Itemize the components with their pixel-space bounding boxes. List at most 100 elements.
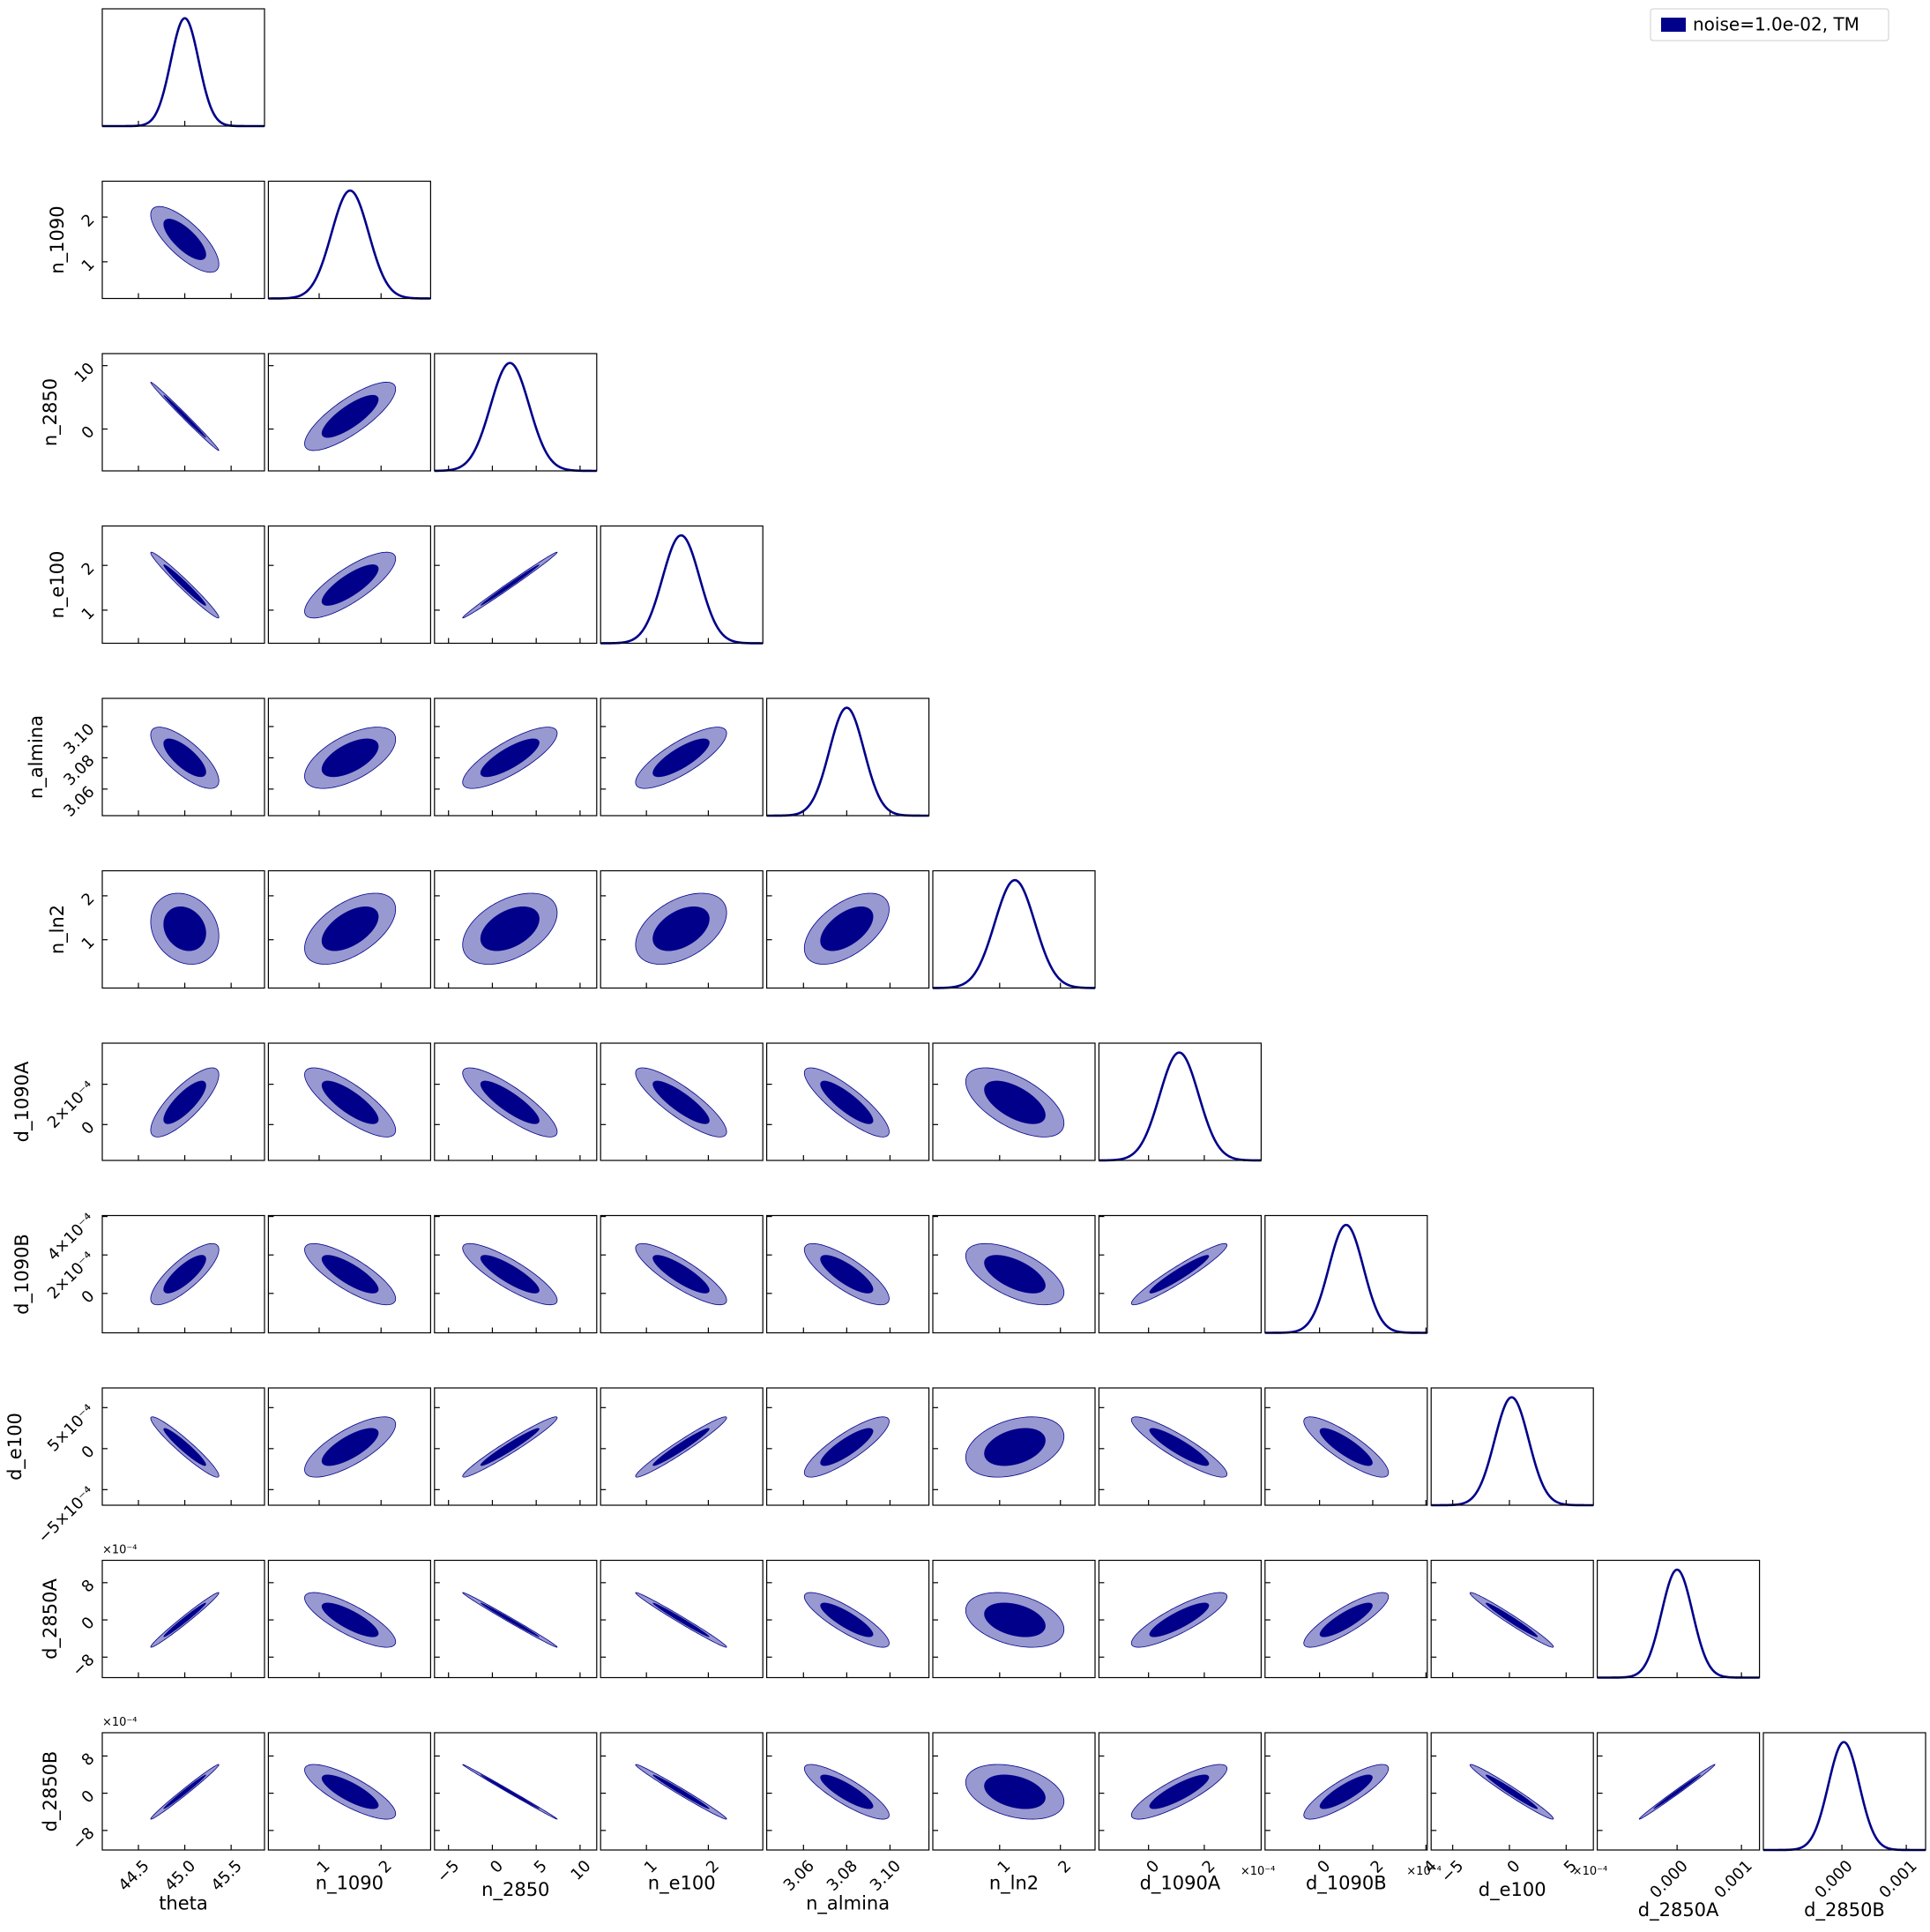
contour-inner	[652, 1774, 710, 1809]
panel-frame	[600, 697, 764, 817]
panel-frame	[101, 1732, 265, 1851]
panel-frame	[267, 869, 431, 989]
y-tick-label: 1	[78, 933, 99, 953]
contour-inner	[321, 906, 379, 951]
y-tick-label: 0	[78, 422, 99, 443]
x-tick-label: 3.10	[867, 1857, 905, 1895]
panel-frame	[1264, 1214, 1428, 1334]
marginal-curve	[1431, 1396, 1594, 1507]
contour-inner	[1149, 1602, 1210, 1637]
panel-frame	[267, 180, 431, 300]
x-offset-label: ×10⁻⁴	[1241, 1865, 1276, 1878]
y-tick-label: 10	[71, 359, 98, 386]
y-axis-label: n_ln2	[47, 905, 69, 954]
marginal-curve	[1099, 1051, 1262, 1162]
y-tick-label: 0	[78, 1287, 99, 1307]
panel-frame	[101, 697, 265, 817]
panel-frame	[1098, 1559, 1263, 1679]
x-axis-label: n_ln2	[989, 1873, 1039, 1895]
panel-frame	[434, 1732, 598, 1851]
y-tick-label: 3.08	[60, 751, 98, 789]
contour-inner	[984, 1428, 1046, 1466]
marginal-curve	[1597, 1568, 1760, 1679]
panel-frame	[267, 1732, 431, 1851]
x-tick-label: 0	[1504, 1857, 1524, 1877]
panel-frame	[600, 1042, 764, 1161]
panel-frame	[1430, 1732, 1594, 1851]
contour-inner	[163, 219, 206, 260]
marginal-curve	[268, 189, 431, 300]
panel-frame	[600, 1732, 764, 1851]
contour-inner	[321, 394, 379, 438]
panel-frame	[1430, 1387, 1594, 1506]
contour-inner	[163, 1428, 206, 1466]
contour-inner	[163, 564, 206, 606]
y-axis-label: n_almina	[26, 715, 48, 799]
y-tick-label: 0	[78, 1787, 99, 1807]
contour-inner	[652, 1080, 710, 1124]
contour-inner	[480, 1428, 540, 1466]
y-tick-label: 0	[78, 1118, 99, 1138]
marginal-curve	[434, 362, 597, 473]
x-axis-label: d_e100	[1479, 1879, 1546, 1901]
panel-frame	[267, 525, 431, 645]
panel-frame	[1596, 1559, 1761, 1679]
x-offset-label: ×10⁻⁴	[1406, 1865, 1442, 1878]
x-tick-label: 3.08	[823, 1857, 861, 1895]
panel-frame	[1098, 1042, 1263, 1161]
y-axis-label: d_2850A	[40, 1578, 62, 1660]
panel-frame	[1264, 1387, 1428, 1506]
panel-frame	[1264, 1559, 1428, 1679]
x-tick-label: 2	[1054, 1857, 1075, 1877]
marginal-curve	[1763, 1741, 1926, 1852]
x-tick-label: 0.001	[1710, 1857, 1755, 1902]
y-tick-label: 1	[78, 256, 99, 276]
x-tick-label: 44.5	[115, 1857, 153, 1895]
contour-inner	[820, 906, 874, 951]
y-tick-label: −8	[69, 1824, 99, 1854]
marginal-curve	[933, 878, 1096, 989]
contour-inner	[984, 1774, 1046, 1809]
contour-inner	[1485, 1602, 1539, 1637]
x-tick-label: 0.000	[1646, 1857, 1691, 1902]
x-tick-label: 3.06	[780, 1857, 818, 1895]
panel-frame	[600, 1559, 764, 1679]
panel-frame	[932, 1387, 1096, 1506]
contour-inner	[480, 1602, 540, 1637]
panel-frame	[267, 1214, 431, 1334]
y-tick-label: 8	[78, 1749, 99, 1770]
panel-frame	[267, 1042, 431, 1161]
marginal-curve	[1264, 1223, 1427, 1334]
contour-inner	[820, 1428, 874, 1466]
panel-frame	[267, 697, 431, 817]
contour-inner	[321, 1255, 379, 1294]
marginal-curve	[102, 17, 265, 128]
x-tick-label: 5	[531, 1857, 551, 1877]
contour-inner	[321, 738, 379, 778]
contour-inner	[480, 564, 540, 606]
y-tick-label: 3.06	[60, 783, 98, 821]
marginal-curve	[766, 706, 929, 817]
contour-inner	[1319, 1428, 1373, 1466]
y-tick-label: −5×10⁻⁴	[34, 1483, 98, 1547]
panel-frame	[600, 525, 764, 645]
contour-inner	[163, 1080, 206, 1124]
x-tick-label: 10	[567, 1857, 594, 1884]
panel-frame	[434, 525, 598, 645]
contour-inner	[163, 394, 206, 438]
contour-inner	[163, 1774, 206, 1809]
marginal-curve	[600, 533, 764, 645]
panel-frame	[434, 1214, 598, 1334]
panel-frame	[434, 1042, 598, 1161]
legend-label: noise=1.0e-02, TM	[1693, 14, 1859, 35]
panel-frame	[1430, 1559, 1594, 1679]
x-axis-label: n_2850	[481, 1879, 549, 1901]
contour-inner	[321, 1774, 379, 1809]
panel-frame	[600, 1214, 764, 1334]
x-axis-label: d_2850B	[1804, 1899, 1885, 1921]
panel-frame	[101, 869, 265, 989]
panel-frame	[434, 697, 598, 817]
contour-inner	[163, 1602, 206, 1637]
panel-frame	[765, 1042, 930, 1161]
